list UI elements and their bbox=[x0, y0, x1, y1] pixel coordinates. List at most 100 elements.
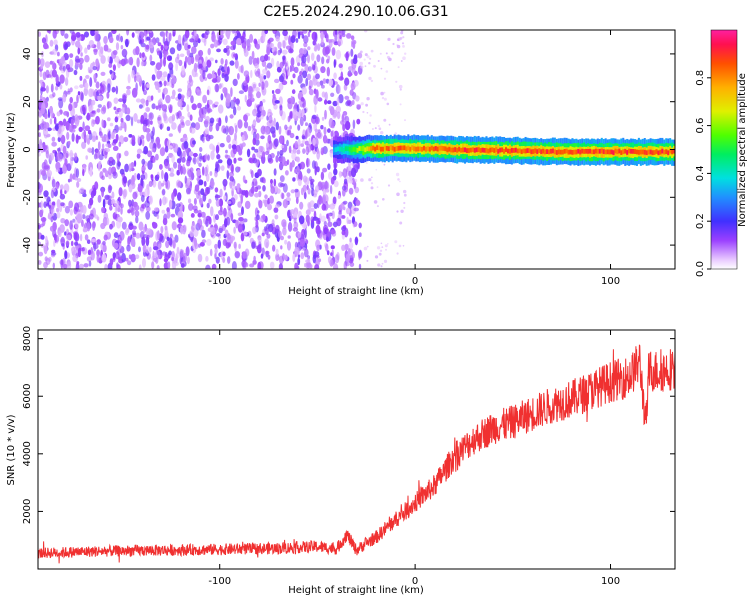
spectrogram-noise-cell bbox=[182, 37, 185, 46]
spectrogram-noise-cell bbox=[340, 203, 344, 210]
spectrogram-noise-cell bbox=[75, 168, 80, 178]
spectrogram-signal-cell bbox=[395, 146, 398, 151]
spectrogram-noise-cell bbox=[74, 114, 79, 122]
spectrogram-noise-cell bbox=[267, 203, 272, 211]
spectrogram-noise-cell bbox=[141, 166, 146, 172]
spectrogram-noise-cell bbox=[124, 163, 129, 173]
spectrogram-noise-cell bbox=[73, 152, 78, 161]
spectrogram-noise-cell bbox=[214, 83, 220, 93]
spectrogram-noise-cell bbox=[118, 33, 121, 42]
spectrogram-noise-cell bbox=[306, 143, 312, 153]
spectrogram-noise-cell bbox=[242, 251, 248, 259]
spectrogram-noise-cell bbox=[262, 99, 266, 103]
spectrogram-noise-cell bbox=[303, 42, 308, 48]
spectrogram-noise-cell bbox=[224, 229, 229, 237]
spectrogram-noise-cell bbox=[118, 98, 124, 103]
spectrogram-noise-cell bbox=[207, 48, 211, 56]
spectrogram-noise-cell bbox=[153, 257, 157, 263]
spectrogram-noise-cell bbox=[215, 59, 218, 64]
spectrogram-signal-cell bbox=[592, 149, 595, 155]
spectrogram-noise-cell bbox=[388, 123, 391, 126]
spectrogram-noise-cell bbox=[129, 221, 133, 227]
spectrogram-noise-cell bbox=[350, 35, 355, 40]
spectrogram-signal-cell bbox=[383, 145, 386, 151]
spectrogram-signal-cell bbox=[667, 150, 670, 156]
snr-y-label: SNR (10 * v/v) bbox=[6, 414, 17, 485]
spectrogram-noise-cell bbox=[206, 89, 210, 96]
spectrogram-signal-cell bbox=[645, 150, 648, 156]
spectrogram-noise-cell bbox=[69, 149, 74, 159]
spectrogram-noise-cell bbox=[237, 201, 242, 208]
spectrogram-signal-cell bbox=[342, 148, 345, 153]
spectrogram-noise-cell bbox=[252, 108, 258, 117]
spectrogram-noise-cell bbox=[396, 38, 400, 42]
spectrogram-noise-cell bbox=[84, 31, 89, 38]
spectrogram-noise-cell bbox=[203, 180, 207, 187]
spectrogram-noise-cell bbox=[322, 224, 329, 234]
spectrogram-noise-cell bbox=[44, 61, 51, 68]
spectrogram-noise-cell bbox=[207, 99, 213, 105]
spectrogram-noise-cell bbox=[273, 178, 277, 187]
spectrogram-noise-cell bbox=[227, 66, 230, 75]
spectrogram-noise-cell bbox=[271, 45, 275, 53]
spectrogram-noise-cell bbox=[315, 73, 320, 80]
spectrogram-signal-cell bbox=[420, 146, 424, 152]
spectrogram-noise-cell bbox=[188, 151, 194, 157]
spectrogram-noise-cell bbox=[184, 40, 189, 50]
spectrogram-noise-cell bbox=[273, 207, 279, 213]
spectrogram-noise-cell bbox=[139, 39, 143, 45]
spectrogram-signal-cell bbox=[448, 146, 451, 152]
spectrogram-noise-cell bbox=[282, 199, 288, 209]
spectrogram-noise-cell bbox=[341, 113, 345, 123]
spectrogram-noise-cell bbox=[135, 30, 141, 34]
spectrogram-noise-cell bbox=[45, 96, 49, 102]
spectrogram-noise-cell bbox=[155, 153, 159, 161]
spectrogram-noise-cell bbox=[128, 57, 134, 66]
spectrogram-noise-cell bbox=[333, 72, 337, 80]
spectrogram-noise-cell bbox=[282, 55, 286, 61]
spectrogram-noise-cell bbox=[243, 70, 250, 77]
spectrogram-noise-cell bbox=[177, 181, 183, 188]
spectrogram-signal-cell bbox=[673, 148, 675, 154]
spectrogram-noise-cell bbox=[385, 70, 389, 73]
spectrogram-noise-cell bbox=[135, 215, 139, 224]
spectrogram-noise-cell bbox=[341, 244, 346, 251]
spectrogram-noise-cell bbox=[305, 214, 310, 224]
colorbar-tick-label: 0.2 bbox=[695, 213, 706, 229]
spectrogram-noise-cell bbox=[399, 88, 402, 91]
spectrogram-noise-cell bbox=[345, 207, 351, 215]
spectrogram-signal-cell bbox=[512, 148, 515, 153]
spectrogram-noise-cell bbox=[321, 56, 325, 65]
spectrogram-noise-cell bbox=[381, 246, 384, 249]
spectrogram-noise-cell bbox=[234, 186, 238, 191]
spectrogram-noise-cell bbox=[57, 51, 60, 57]
spectrogram-noise-cell bbox=[38, 57, 41, 66]
spectrogram-noise-cell bbox=[120, 35, 123, 43]
spectrogram-noise-cell bbox=[376, 186, 379, 189]
spectrogram-noise-cell bbox=[43, 165, 50, 170]
spectrogram-signal-cell bbox=[606, 149, 609, 155]
spectrogram-noise-cell bbox=[278, 135, 284, 144]
spectrogram-noise-cell bbox=[354, 186, 360, 194]
spectrogram-noise-cell bbox=[137, 185, 143, 193]
spectrogram-signal-cell bbox=[336, 146, 340, 152]
spectrogram-noise-cell bbox=[84, 47, 88, 54]
spectrogram-noise-cell bbox=[51, 201, 56, 206]
spectrogram-noise-cell bbox=[266, 70, 271, 79]
spectrogram-noise-cell bbox=[380, 242, 383, 245]
spectrogram-noise-cell bbox=[383, 97, 387, 101]
spectrogram-noise-cell bbox=[160, 76, 166, 81]
spectrogram-noise-cell bbox=[303, 35, 309, 44]
spectrogram-noise-cell bbox=[56, 111, 61, 117]
spectrogram-noise-cell bbox=[160, 226, 164, 234]
spectrogram-noise-cell bbox=[109, 205, 113, 211]
spectrogram-noise-cell bbox=[301, 86, 307, 95]
spectrogram-noise-cell bbox=[316, 244, 320, 252]
spectrogram-noise-cell bbox=[202, 61, 207, 68]
spectrogram-noise-cell bbox=[215, 214, 219, 221]
spectrogram-noise-cell bbox=[40, 81, 43, 87]
snr-x-axis: -100 0 100 bbox=[208, 330, 620, 587]
spectrogram-noise-cell bbox=[52, 262, 55, 269]
spectrogram-noise-cell bbox=[188, 74, 193, 83]
